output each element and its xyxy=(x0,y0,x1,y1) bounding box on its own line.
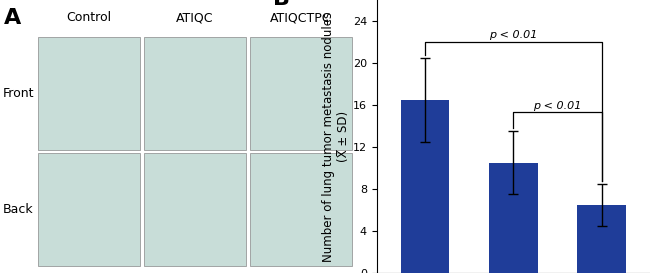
Bar xyxy=(250,37,352,150)
Text: Back: Back xyxy=(3,203,33,216)
Text: B: B xyxy=(273,0,290,9)
Text: ATIQC: ATIQC xyxy=(176,11,214,24)
Text: p < 0.01: p < 0.01 xyxy=(533,101,582,111)
Bar xyxy=(144,37,246,150)
Text: ATIQCTPC: ATIQCTPC xyxy=(270,11,332,24)
Bar xyxy=(38,37,140,150)
Text: p < 0.01: p < 0.01 xyxy=(489,30,538,40)
Text: Control: Control xyxy=(66,11,112,24)
Bar xyxy=(489,163,538,273)
Y-axis label: Number of lung tumor metastasis nodules
(X̅ ± SD): Number of lung tumor metastasis nodules … xyxy=(322,11,350,262)
Bar xyxy=(250,153,352,266)
Bar xyxy=(38,153,140,266)
Bar xyxy=(144,153,246,266)
Bar xyxy=(577,205,626,273)
Text: A: A xyxy=(4,8,21,28)
Text: Front: Front xyxy=(3,87,34,100)
Bar xyxy=(401,100,449,273)
